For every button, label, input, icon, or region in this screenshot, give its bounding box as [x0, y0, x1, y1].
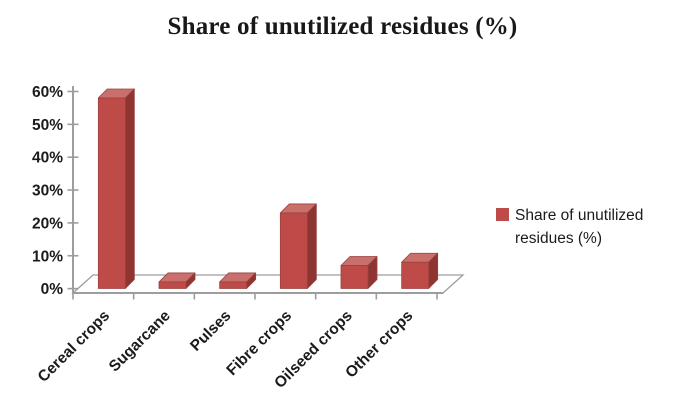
- bar-front-face: [279, 212, 308, 289]
- legend-label: Share of unutilized residues (%): [515, 204, 683, 250]
- y-tick-label-40: 40%: [32, 150, 63, 167]
- legend-swatch-icon: [496, 208, 509, 221]
- bar-sugarcane: [158, 272, 196, 289]
- y-tick-label-60: 60%: [32, 84, 63, 101]
- y-tick-label-20: 20%: [32, 215, 63, 232]
- bar-fibre-crops: [279, 203, 317, 289]
- chart-title: Share of unutilized residues (%): [167, 13, 518, 40]
- bar-front-face: [97, 97, 126, 289]
- legend-label-line1: Share of unutilized: [515, 207, 644, 224]
- bar-oilseed-crops: [340, 256, 378, 289]
- bar-front-face: [158, 281, 187, 289]
- y-tick-label-0: 0%: [41, 281, 64, 298]
- y-tick-label-30: 30%: [32, 183, 63, 200]
- bar-front-face: [219, 281, 248, 289]
- bar-front-face: [401, 261, 430, 289]
- x-label-cereal-crops: Cereal crops: [35, 307, 113, 385]
- bar-pulses: [219, 272, 257, 289]
- legend: Share of unutilized residues (%): [496, 204, 683, 250]
- bar-side-face: [306, 203, 317, 289]
- bar-front-face: [340, 265, 369, 289]
- bar-cereal-crops: [97, 88, 135, 289]
- x-label-sugarcane: Sugarcane: [106, 307, 174, 375]
- y-tick-label-10: 10%: [32, 248, 63, 265]
- x-label-pulses: Pulses: [187, 307, 234, 354]
- bar-other-crops: [401, 252, 439, 289]
- bar-side-face: [124, 88, 135, 289]
- y-tick-label-50: 50%: [32, 117, 63, 134]
- legend-label-line2: residues (%): [515, 230, 602, 247]
